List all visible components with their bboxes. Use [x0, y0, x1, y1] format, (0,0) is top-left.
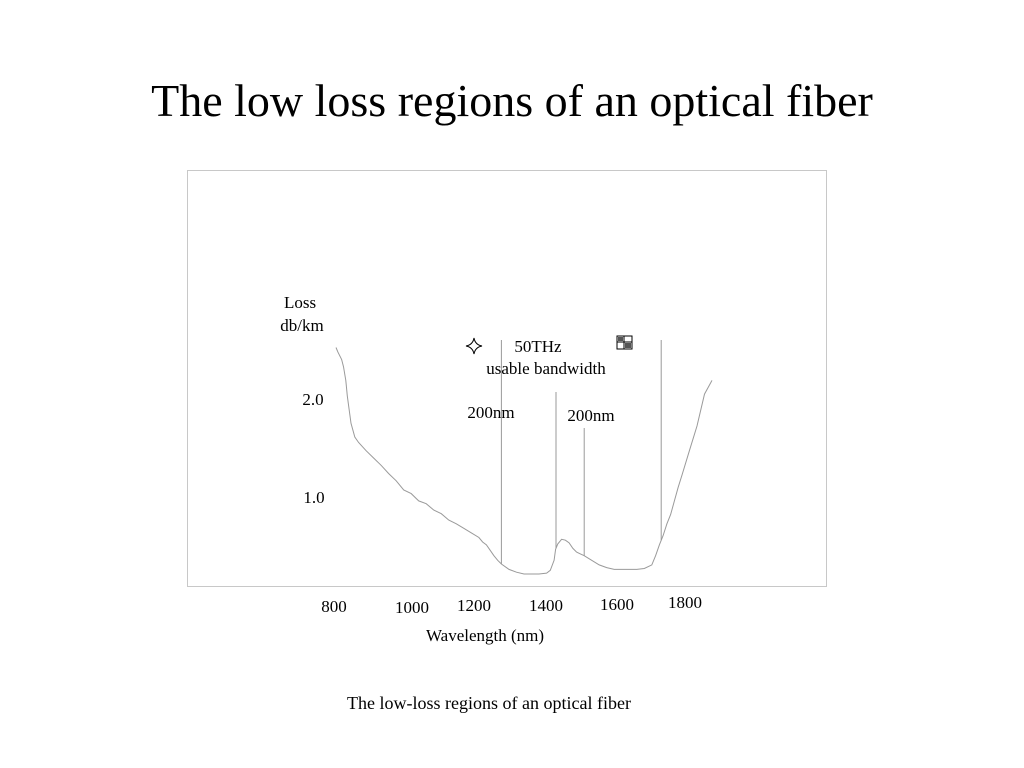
- sparkle-icon: [465, 337, 483, 355]
- grid-box-icon: [616, 335, 633, 350]
- x-tick-label: 1600: [600, 595, 634, 614]
- y-tick-label: 2.0: [302, 390, 323, 409]
- x-tick-label: 1200: [457, 596, 491, 615]
- x-tick-label: 1400: [529, 596, 563, 615]
- x-tick-label: 800: [321, 597, 347, 616]
- window-width-label: 200nm: [467, 403, 514, 422]
- loss-curve-line: [335, 347, 713, 575]
- y-tick-label: 1.0: [303, 488, 324, 507]
- bandwidth-caption-label: usable bandwidth: [486, 359, 606, 378]
- window-width-label: 200nm: [567, 406, 614, 425]
- x-tick-label: 1000: [395, 598, 429, 617]
- slide-title: The low loss regions of an optical fiber: [151, 75, 873, 126]
- plot-frame: [187, 170, 827, 587]
- x-axis-label: Wavelength (nm): [426, 626, 544, 645]
- bandwidth-value-label: 50THz: [514, 337, 562, 356]
- figure-caption: The low-loss regions of an optical fiber: [347, 693, 631, 713]
- x-tick-label: 1800: [668, 593, 702, 612]
- y-axis-label-line2: db/km: [280, 316, 323, 335]
- y-axis-label-line1: Loss: [284, 293, 316, 312]
